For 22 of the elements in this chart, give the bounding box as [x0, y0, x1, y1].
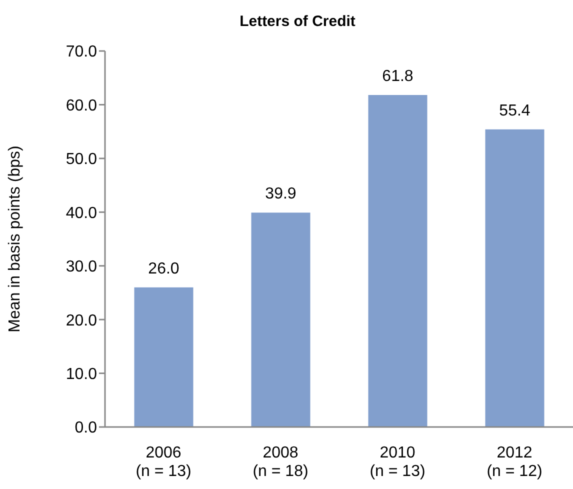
y-tick-label: 10.0 [66, 366, 98, 383]
y-axis-title: Mean in basis points (bps) [6, 146, 24, 332]
bar [368, 95, 428, 427]
data-label: 55.4 [499, 102, 530, 120]
bar [134, 287, 194, 427]
y-tick-label: 30.0 [66, 258, 98, 276]
x-tick-label: 2006 (n = 13) [136, 444, 192, 480]
y-tick-label: 40.0 [66, 204, 98, 222]
bar [485, 129, 544, 427]
y-tick-label: 50.0 [66, 151, 98, 168]
x-tick-label: 2008 (n = 18) [252, 444, 308, 480]
data-label: 39.9 [265, 186, 296, 203]
data-label: 61.8 [382, 68, 414, 86]
y-tick-label: 60.0 [66, 97, 98, 114]
x-tick-label: 2010 (n = 13) [370, 444, 426, 480]
y-tick-label: 0.0 [74, 420, 98, 437]
bar [251, 212, 310, 427]
x-tick-label: 2012 (n = 12) [486, 444, 542, 480]
y-tick-label: 70.0 [66, 44, 98, 61]
data-label: 26.0 [148, 260, 180, 278]
y-tick-label: 20.0 [66, 312, 98, 330]
chart-title: Letters of Credit [238, 12, 356, 32]
